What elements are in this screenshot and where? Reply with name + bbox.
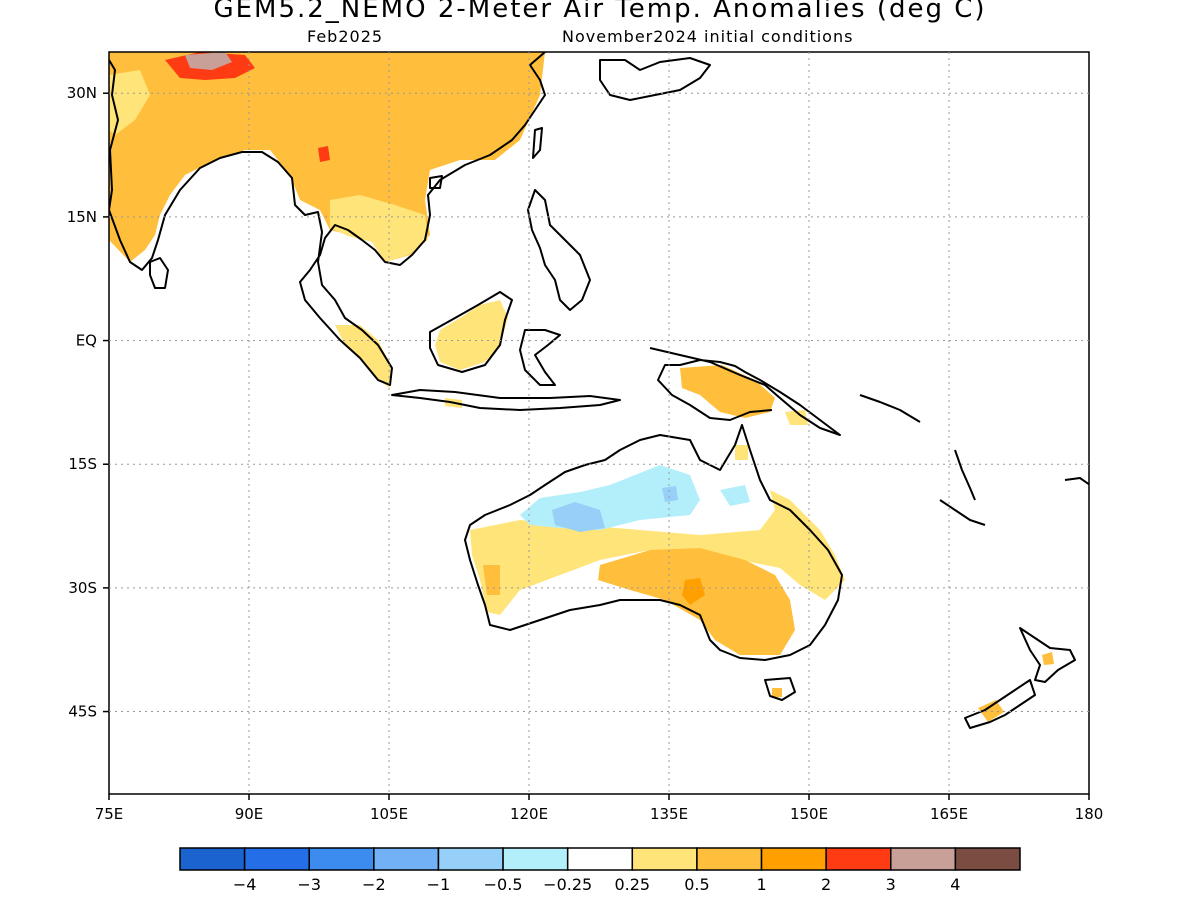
lon-tick-label: 180 (1075, 805, 1104, 823)
colorbar-label: −1 (427, 875, 451, 894)
lat-tick-label: 30S (68, 579, 97, 597)
coastline-tasmania (764, 677, 796, 701)
colorbar-label: −3 (297, 875, 321, 894)
colorbar-label: 4 (950, 875, 960, 894)
coastline-taiwan (532, 127, 543, 159)
colorbar-label: −4 (233, 875, 257, 894)
colorbar-swatch (437, 847, 504, 871)
anomaly-australia-cold-core (552, 502, 605, 532)
anomaly-borneo (435, 300, 508, 370)
anomaly-fill-layer (109, 52, 1054, 722)
anomaly-sumatra (335, 325, 392, 388)
colorbar-swatch (502, 847, 569, 871)
anomaly-australia-cold-core-2 (662, 486, 678, 502)
anomaly-cape-york (735, 445, 748, 460)
lat-tick-label: 45S (68, 703, 97, 721)
colorbar-swatch (179, 847, 246, 871)
coastline-borneo (429, 291, 513, 373)
anomaly-new-guinea (680, 365, 775, 418)
colorbar-swatch (631, 847, 698, 871)
anomaly-australia-cool-east (720, 485, 750, 506)
coastline-fiji (1064, 477, 1089, 486)
coastline-java (391, 389, 621, 411)
coastline-new-guinea (649, 347, 841, 436)
coastline-solomons (859, 394, 921, 423)
anomaly-myanmar-hot (318, 146, 330, 162)
anomaly-nz-north (1042, 652, 1054, 665)
colorbar-swatch (760, 847, 827, 871)
coastline-australia (464, 424, 843, 661)
colorbar-swatch (308, 847, 375, 871)
map-title: GEM5.2_NEMO 2-Meter Air Temp. Anomalies … (213, 0, 987, 24)
anomaly-australia-band (470, 490, 845, 615)
colorbar: −4 −3 −2 −1 −0.5 −0.25 0.25 0.5 1 2 3 4 (179, 847, 1021, 894)
colorbar-swatch (825, 847, 892, 871)
coastline-hainan (429, 175, 443, 189)
colorbar-swatch (890, 847, 957, 871)
colorbar-swatch (566, 847, 634, 871)
lon-tick-label: 165E (930, 805, 968, 823)
coastline-vanuatu (954, 449, 976, 501)
colorbar-swatch (696, 847, 763, 871)
colorbar-label: 0.25 (614, 875, 650, 894)
axis-ticks: 75E 90E 105E 120E 135E 150E 165E 180 30N 15N EQ 15S… (67, 84, 1104, 823)
coastline-layer (109, 52, 1089, 729)
coastline-japan (599, 57, 711, 101)
lon-tick-label: 105E (370, 805, 408, 823)
coastline-nz-north (1019, 627, 1076, 683)
anomaly-australia-peak (682, 578, 705, 605)
init-conditions-label: November2024 initial conditions (562, 27, 854, 46)
colorbar-label: 2 (821, 875, 831, 894)
lon-tick-label: 90E (235, 805, 264, 823)
anomaly-tibet-3 (185, 52, 232, 70)
anomaly-new-guinea-east (785, 410, 808, 425)
lon-tick-label: 150E (790, 805, 828, 823)
coastline-sulawesi (519, 329, 561, 386)
gridlines (109, 52, 1089, 794)
colorbar-label: 0.5 (684, 875, 709, 894)
lon-tick-label: 120E (510, 805, 548, 823)
colorbar-swatch (243, 847, 310, 871)
valid-month-label: Feb2025 (307, 27, 384, 46)
coastline-philippines (527, 189, 591, 311)
colorbar-label: 3 (886, 875, 896, 894)
colorbar-swatch (373, 847, 440, 871)
colorbar-label: −2 (362, 875, 386, 894)
anomaly-india-coast (109, 70, 150, 135)
coastline-sri-lanka (149, 257, 169, 289)
lat-tick-label: 15S (68, 455, 97, 473)
coastline-nz-south (964, 679, 1036, 729)
lon-tick-label: 135E (650, 805, 688, 823)
lat-tick-label: 30N (67, 84, 97, 102)
colorbar-label: −0.25 (543, 875, 592, 894)
anomaly-tasmania (772, 688, 782, 697)
anomaly-nz-south (978, 700, 1004, 722)
colorbar-label: 1 (756, 875, 766, 894)
anomaly-indochina-fringe (330, 195, 428, 262)
coastline-new-caledonia (939, 499, 986, 526)
lat-tick-label: EQ (76, 332, 97, 350)
coastline-asia (109, 52, 546, 386)
colorbar-swatch (954, 847, 1021, 871)
lat-tick-label: 15N (67, 208, 97, 226)
lon-tick-label: 75E (95, 805, 124, 823)
anomaly-australia-south (598, 548, 795, 655)
map-frame (108, 51, 1090, 795)
colorbar-label: −0.5 (484, 875, 523, 894)
